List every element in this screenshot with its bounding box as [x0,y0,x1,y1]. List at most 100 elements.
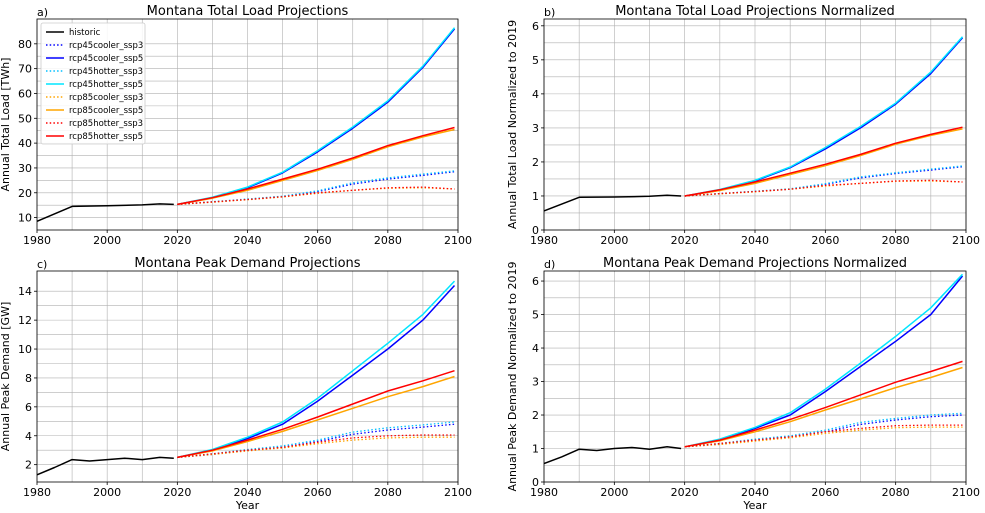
chart-title: Montana Peak Demand Projections Normaliz… [603,256,907,271]
y-tick-label: 0 [532,224,539,237]
x-tick-label: 2000 [600,486,628,499]
y-tick-label: 3 [532,122,539,135]
series-line-historic [544,194,682,212]
x-tick-label: 2040 [234,234,262,247]
legend-entry: rcp85hotter_ssp5 [69,132,143,142]
x-tick-label: 2100 [952,486,980,499]
series-line-rcp45hotter_ssp3 [684,412,963,448]
y-axis-label: Annual Total Load [TWh] [0,58,12,192]
series-line-rcp45cooler_ssp3 [684,166,963,197]
legend-entry: rcp45cooler_ssp3 [69,41,143,51]
x-tick-label: 2020 [671,234,699,247]
panel-letter: d) [544,258,555,271]
chart-title: Montana Total Load Projections [147,4,349,19]
y-tick-label: 2 [532,409,539,422]
chart-title: Montana Peak Demand Projections [134,256,360,271]
x-tick-label: 2040 [234,486,262,499]
x-tick-label: 2020 [671,486,699,499]
series-group [544,36,964,212]
series-line-historic [544,446,682,465]
x-tick-label: 2020 [163,234,191,247]
series-line-rcp85cooler_ssp5 [684,366,963,448]
y-tick-label: 5 [532,54,539,67]
x-tick-label: 1980 [23,486,51,499]
x-axis-label: Year [235,499,260,512]
legend-entry: historic [69,28,101,38]
y-tick-label: 6 [532,20,539,33]
series-line-rcp45cooler_ssp5 [684,275,964,448]
y-tick-label: 30 [18,162,32,175]
y-tick-label: 70 [18,63,32,76]
x-tick-label: 2020 [163,486,191,499]
series-line-rcp85cooler_ssp5 [684,128,963,197]
chart-title: Montana Total Load Projections Normalize… [615,4,895,19]
x-tick-label: 2000 [93,234,121,247]
series-line-rcp85hotter_ssp3 [684,424,963,448]
series-line-rcp85hotter_ssp5 [177,126,455,206]
chart-panel-b: 1980 2000 2020 2040 2060 2080 2100 0 1 2 3 4 5 6 Monta… [506,4,980,247]
x-tick-label: 2060 [304,234,332,247]
panel-letter: c) [37,258,47,271]
series-line-rcp45cooler_ssp3 [177,423,455,459]
series-line-rcp85hotter_ssp3 [177,186,455,206]
y-tick-label: 10 [18,212,32,225]
panel-letter: b) [544,6,555,19]
y-tick-label: 50 [18,112,32,125]
legend-entry: rcp45cooler_ssp5 [69,54,143,64]
x-tick-label: 2040 [741,234,769,247]
series-line-rcp85cooler_ssp5 [177,128,455,206]
series-line-rcp85hotter_ssp5 [684,360,963,448]
y-tick-label: 0 [532,476,539,489]
y-tick-label: 4 [532,88,539,101]
series-line-rcp45hotter_ssp5 [177,280,456,459]
legend: historic rcp45cooler_ssp3 rcp45cooler_ssp5… [40,22,146,145]
series-line-historic [37,456,174,476]
series-line-rcp85cooler_ssp3 [684,180,963,197]
series-line-rcp45hotter_ssp5 [684,273,964,448]
y-tick-label: 80 [18,38,32,51]
y-tick-label: 1 [532,190,539,203]
y-axis-label: Annual Total Load Normalized to 2019 [506,20,519,229]
chart-panel-a: 1980 2000 2020 2040 2060 2080 2100 10 20 30 40 50 60… [0,4,472,247]
series-group [37,280,456,476]
x-tick-label: 2100 [444,486,472,499]
x-tick-label: 1980 [530,486,558,499]
legend-entry: rcp85cooler_ssp5 [69,106,143,116]
y-tick-label: 3 [532,376,539,389]
series-line-rcp45hotter_ssp5 [177,27,456,206]
series-line-rcp45hotter_ssp5 [684,36,964,197]
grid-lines [543,271,967,483]
y-tick-label: 2 [532,156,539,169]
x-tick-label: 2000 [600,234,628,247]
y-tick-label: 4 [532,342,539,355]
y-tick-label: 1 [532,443,539,456]
series-line-rcp45cooler_ssp5 [177,284,456,459]
series-line-rcp85hotter_ssp5 [684,126,963,197]
series-line-rcp85hotter_ssp5 [177,369,455,459]
y-tick-label: 6 [25,401,32,414]
y-tick-label: 20 [18,187,32,200]
y-tick-label: 40 [18,137,32,150]
y-tick-label: 5 [532,309,539,322]
y-tick-label: 60 [18,87,32,100]
chart-panel-d: 1980 2000 2020 2040 2060 2080 2100 0 1 2 3 4 5 6 Monta… [506,256,980,512]
panel-letter: a) [37,6,48,19]
series-line-rcp45cooler_ssp5 [177,28,456,206]
x-tick-label: 2040 [741,486,769,499]
legend-entry: rcp45hotter_ssp5 [69,80,143,90]
y-tick-label: 2 [25,459,32,472]
legend-entry: rcp85hotter_ssp3 [69,119,143,129]
x-tick-label: 2100 [952,234,980,247]
grid-lines [543,19,967,231]
series-line-rcp85hotter_ssp3 [684,179,963,197]
y-axis-label: Annual Peak Demand [GW] [0,302,12,451]
series-line-rcp45hotter_ssp3 [177,170,455,206]
y-tick-label: 10 [18,343,32,356]
series-line-rcp45hotter_ssp3 [684,165,963,197]
series-line-rcp85cooler_ssp3 [177,436,455,459]
series-line-rcp45hotter_ssp3 [177,421,455,459]
series-group [37,27,456,222]
chart-panel-c: 1980 2000 2020 2040 2060 2080 2100 2 4 6 8 10 12 14 Mo… [0,256,472,512]
x-tick-label: 2100 [444,234,472,247]
